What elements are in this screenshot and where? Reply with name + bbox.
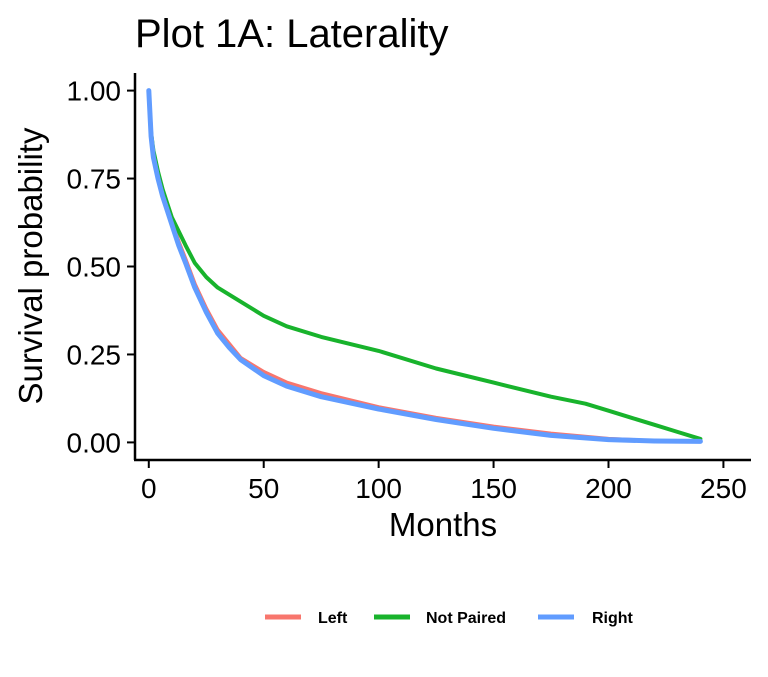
legend-label: Not Paired <box>426 610 506 627</box>
x-axis-title: Months <box>389 506 497 543</box>
series-line-right <box>146 88 703 444</box>
y-ticks: 0.00 0.25 0.50 0.75 1.00 <box>67 76 135 458</box>
series-line-not-paired <box>146 88 703 441</box>
legend-label: Left <box>318 610 348 627</box>
legend: Left Not Paired Right <box>265 610 634 627</box>
x-tick-label: 0 <box>141 473 157 504</box>
y-axis-title: Survival probability <box>12 127 49 404</box>
x-ticks: 0 50 100 150 200 250 <box>141 460 747 504</box>
legend-label: Right <box>592 610 634 627</box>
y-tick-label: 0.25 <box>67 339 122 370</box>
y-tick-label: 0.75 <box>67 164 122 195</box>
x-tick-label: 50 <box>248 473 279 504</box>
x-tick-label: 150 <box>470 473 517 504</box>
x-tick-label: 200 <box>585 473 632 504</box>
chart-title: Plot 1A: Laterality <box>135 12 449 56</box>
y-tick-label: 0.00 <box>67 427 122 458</box>
y-tick-label: 0.50 <box>67 252 122 283</box>
x-tick-label: 100 <box>355 473 402 504</box>
plot-area <box>146 88 703 444</box>
series-line-left <box>146 88 703 444</box>
x-tick-label: 250 <box>700 473 747 504</box>
y-tick-label: 1.00 <box>67 76 122 107</box>
